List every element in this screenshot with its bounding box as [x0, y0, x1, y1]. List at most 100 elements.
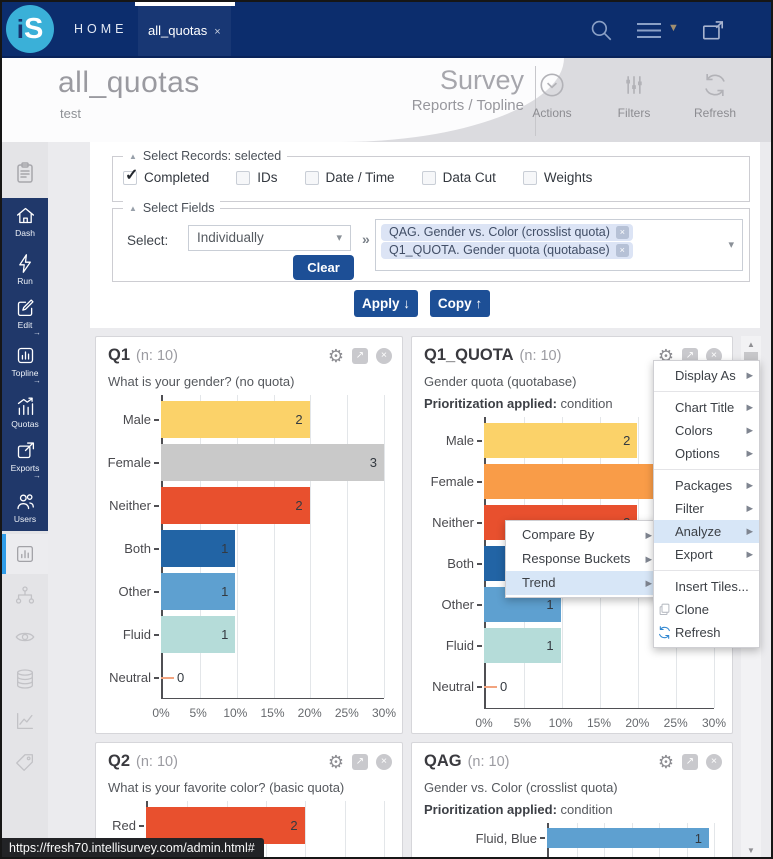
fields-multiselect[interactable]: QAG. Gender vs. Color (crosslist quota) ×…	[375, 219, 743, 271]
home-icon	[15, 205, 36, 226]
menu-item-options[interactable]: Options ▶	[654, 442, 759, 465]
axis-tick	[154, 461, 159, 464]
checkbox-completed[interactable]: ✓ Completed	[123, 167, 209, 185]
menu-caret-icon[interactable]: ▼	[668, 22, 679, 34]
sidebar-item-hierarchy[interactable]	[2, 574, 48, 616]
bar-value-label: 1	[221, 584, 229, 599]
bar[interactable]: 1	[161, 616, 236, 653]
checkbox-weights[interactable]: Weights	[522, 170, 592, 185]
menu-item-clone[interactable]: Clone	[654, 598, 759, 621]
select-fields-legend[interactable]: ▲ Select Fields	[123, 201, 221, 215]
x-axis-tick-label: 30%	[701, 716, 727, 730]
menu-item-label: Colors	[675, 423, 713, 438]
bar[interactable]: 1	[161, 573, 236, 610]
refresh-button[interactable]: Refresh	[684, 71, 746, 120]
chart-expand-icon[interactable]: ↗	[352, 753, 368, 770]
tag-remove-icon[interactable]: ×	[615, 243, 629, 257]
checkbox-data-cut[interactable]: Data Cut	[421, 170, 496, 185]
menu-icon[interactable]	[636, 22, 662, 39]
window-restore-icon[interactable]	[700, 17, 726, 43]
submenu-item-trend[interactable]: Trend ▶	[506, 571, 660, 595]
axis-tick	[154, 418, 159, 421]
sidebar-item-users[interactable]: Users	[2, 483, 48, 531]
menu-item-refresh[interactable]: Refresh	[654, 621, 759, 644]
checkbox-ids[interactable]: IDs	[236, 170, 278, 185]
left-sidebar: Dash Run Edit → Topline → Quotas Exports → Users	[2, 142, 48, 857]
filters-button[interactable]: Filters	[603, 71, 665, 120]
menu-item-packages[interactable]: Packages ▶	[654, 474, 759, 497]
chart-close-icon[interactable]: ×	[376, 753, 392, 770]
chevron-down-icon[interactable]: ▾	[728, 239, 734, 251]
chart-settings-icon[interactable]: ⚙	[327, 751, 344, 772]
submenu-item-label: Response Buckets	[522, 551, 631, 566]
chart-close-icon[interactable]: ×	[706, 753, 722, 770]
select-records-legend[interactable]: ▲ Select Records: selected	[123, 149, 288, 163]
clear-button[interactable]: Clear	[293, 255, 354, 280]
sidebar-item-preview[interactable]	[2, 616, 48, 658]
bar[interactable]: 1	[161, 530, 236, 567]
collapse-triangle-icon[interactable]: ▲	[129, 204, 137, 213]
sidebar-item-exports[interactable]: Exports →	[2, 436, 48, 484]
menu-item-colors[interactable]: Colors ▶	[654, 419, 759, 442]
menu-item-chart-title[interactable]: Chart Title ▶	[654, 396, 759, 419]
actions-button[interactable]: Actions	[521, 71, 583, 120]
checkbox-unchecked[interactable]	[304, 170, 319, 185]
chart-expand-icon[interactable]: ↗	[682, 347, 698, 364]
select-mode-dropdown[interactable]: Individually ▾	[188, 225, 351, 251]
checkbox-unchecked[interactable]	[421, 170, 436, 185]
menu-item-analyze[interactable]: Analyze ▶	[654, 520, 759, 543]
scroll-down-icon[interactable]: ▼	[747, 846, 755, 855]
submenu-arrow-icon: ▶	[645, 578, 652, 588]
checkbox-checked[interactable]: ✓	[123, 167, 138, 185]
category-text: Other	[118, 584, 151, 599]
sidebar-item-edit[interactable]: Edit →	[2, 293, 48, 341]
menu-item-filter[interactable]: Filter ▶	[654, 497, 759, 520]
menu-item-export[interactable]: Export ▶	[654, 543, 759, 566]
submenu-item-compare-by[interactable]: Compare By ▶	[506, 523, 660, 547]
sidebar-item-topline[interactable]: Topline →	[2, 341, 48, 389]
field-tag[interactable]: QAG. Gender vs. Color (crosslist quota) ×	[381, 224, 633, 241]
axis-tick	[154, 504, 159, 507]
sidebar-item-data[interactable]	[2, 658, 48, 700]
sidebar-item-tags[interactable]	[2, 742, 48, 784]
bar[interactable]: 1	[484, 628, 561, 663]
bar-cell: 1	[545, 826, 714, 850]
tab-close-icon[interactable]: ×	[214, 26, 221, 38]
chart-settings-icon[interactable]: ⚙	[327, 345, 344, 366]
checkbox-date-time[interactable]: Date / Time	[304, 170, 395, 185]
sidebar-item-survey-list[interactable]	[2, 150, 48, 196]
bar[interactable]: 2	[161, 401, 310, 438]
tab-all-quotas[interactable]: all_quotas ×	[138, 6, 231, 56]
scroll-up-icon[interactable]: ▲	[747, 340, 755, 349]
chart-expand-icon[interactable]: ↗	[352, 347, 368, 364]
chart-close-icon[interactable]: ×	[706, 347, 722, 364]
sidebar-item-quotas[interactable]: Quotas	[2, 388, 48, 436]
chart-settings-icon[interactable]: ⚙	[657, 751, 674, 772]
nav-home[interactable]: HOME	[74, 22, 128, 36]
search-icon[interactable]	[588, 17, 614, 43]
sidebar-item-trends[interactable]	[2, 700, 48, 742]
gridline	[305, 801, 307, 857]
apply-button[interactable]: Apply ↓	[354, 290, 418, 317]
checkbox-unchecked[interactable]	[236, 170, 251, 185]
copy-button[interactable]: Copy ↑	[430, 290, 490, 317]
bar[interactable]: 2	[161, 487, 310, 524]
bar[interactable]: 1	[547, 828, 709, 848]
app-logo[interactable]: iS	[6, 5, 54, 53]
collapse-triangle-icon[interactable]: ▲	[129, 152, 137, 161]
sidebar-item-dash[interactable]: Dash	[2, 198, 48, 246]
field-tag[interactable]: Q1_QUOTA. Gender quota (quotabase) ×	[381, 242, 633, 259]
sidebar-item-run[interactable]: Run	[2, 246, 48, 294]
bar[interactable]: 3	[161, 444, 384, 481]
menu-item-display-as[interactable]: Display As ▶	[654, 364, 759, 387]
bar-cell: 3	[159, 441, 384, 484]
sidebar-item-analyze[interactable]	[2, 534, 48, 574]
bar[interactable]: 2	[146, 807, 305, 844]
chart-expand-icon[interactable]: ↗	[682, 753, 698, 770]
tag-remove-icon[interactable]: ×	[615, 225, 629, 239]
checkbox-unchecked[interactable]	[522, 170, 537, 185]
submenu-item-response-buckets[interactable]: Response Buckets ▶	[506, 547, 660, 571]
chart-close-icon[interactable]: ×	[376, 347, 392, 364]
bar[interactable]: 2	[484, 423, 638, 458]
menu-item-insert-tiles-[interactable]: Insert Tiles...	[654, 575, 759, 598]
